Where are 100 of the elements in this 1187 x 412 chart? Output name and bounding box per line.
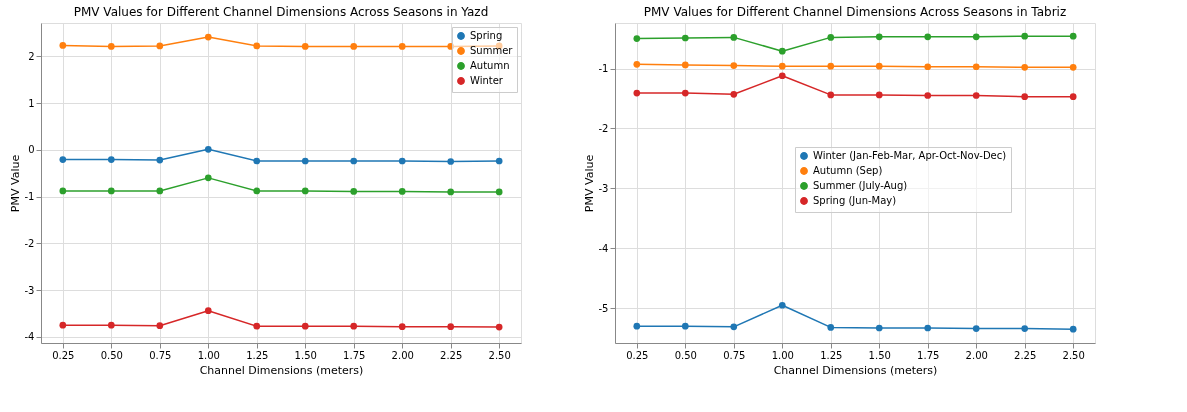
y-tick-label: 2 — [28, 50, 35, 62]
point — [253, 322, 261, 330]
x-axis-title: Channel Dimensions (meters) — [199, 363, 364, 377]
point — [398, 157, 406, 165]
chart-title: PMV Values for Different Channel Dimensions Across Seasons in Yazd — [73, 5, 489, 19]
y-tick-label: 0 — [28, 144, 35, 156]
point — [253, 187, 261, 195]
y-tick-label: -1 — [598, 63, 609, 75]
x-tick-label: 2.25 — [440, 349, 463, 361]
legend-label: Autumn — [470, 60, 510, 71]
point — [778, 301, 786, 309]
point — [107, 156, 115, 163]
y-axis-title: PMV Value — [8, 154, 22, 213]
point — [107, 187, 115, 195]
legend-label: Summer — [470, 45, 514, 56]
y-tick-label: -4 — [24, 331, 35, 343]
x-tick-label: 1.75 — [917, 349, 940, 361]
y-tick-label: 1 — [28, 97, 35, 109]
y-tick-label: -4 — [598, 242, 609, 254]
point — [972, 63, 980, 71]
x-tick-label: 1.25 — [820, 349, 843, 361]
x-tick-label: 0.75 — [723, 349, 746, 361]
point — [730, 62, 738, 69]
x-tick-label: 0.25 — [626, 349, 649, 361]
x-tick-label: 1.50 — [294, 349, 317, 361]
point — [1021, 64, 1029, 71]
point — [156, 322, 164, 330]
point — [633, 322, 641, 330]
x-tick-label: 1.25 — [246, 349, 269, 361]
y-tick-label: -5 — [598, 302, 609, 314]
x-tick-label: 1.00 — [771, 349, 794, 361]
point — [1069, 93, 1077, 101]
point — [156, 187, 164, 195]
x-tick-label: 2.50 — [488, 349, 511, 361]
point — [730, 34, 738, 41]
y-tick-label: -2 — [598, 122, 609, 134]
y-axis-title: PMV Value — [582, 154, 596, 213]
legend-label: Winter (Jan-Feb-Mar, Apr-Oct-Nov-Dec) — [813, 150, 1007, 161]
point — [447, 188, 455, 196]
legend-label: Spring — [470, 30, 503, 41]
x-tick-label: 1.00 — [197, 349, 220, 361]
point — [778, 47, 786, 55]
point — [350, 188, 358, 195]
point — [204, 145, 212, 153]
point — [972, 33, 980, 41]
point — [972, 325, 980, 332]
legend-label: Autumn (Sep) — [813, 165, 883, 176]
point — [447, 323, 455, 330]
point — [924, 92, 932, 99]
point — [875, 33, 883, 41]
point — [681, 322, 689, 330]
point — [681, 34, 689, 42]
point — [730, 90, 738, 98]
point — [107, 43, 115, 50]
point — [59, 321, 67, 329]
point — [924, 63, 932, 71]
point — [778, 62, 786, 70]
point — [301, 187, 309, 195]
point — [301, 157, 309, 165]
x-tick-label: 0.75 — [149, 349, 172, 361]
point — [924, 33, 932, 41]
y-tick-label: -3 — [598, 182, 609, 194]
legend-label: Winter — [470, 75, 504, 86]
point — [301, 43, 309, 50]
point — [398, 43, 406, 50]
point — [204, 307, 212, 315]
point — [204, 174, 212, 182]
point — [1069, 325, 1077, 333]
x-tick-label: 1.75 — [343, 349, 366, 361]
point — [924, 324, 932, 332]
x-tick-label: 2.25 — [1014, 349, 1037, 361]
point — [398, 323, 406, 330]
x-tick-label: 0.50 — [674, 349, 697, 361]
point — [495, 157, 503, 165]
point — [875, 324, 883, 332]
point — [350, 43, 358, 50]
point — [827, 324, 835, 331]
point — [875, 91, 883, 99]
point — [253, 42, 261, 50]
point — [59, 156, 67, 163]
x-tick-label: 1.50 — [868, 349, 891, 361]
point — [1069, 64, 1077, 71]
x-tick-label: 0.50 — [100, 349, 123, 361]
point — [350, 322, 358, 330]
point — [447, 158, 455, 165]
y-tick-label: -1 — [24, 191, 35, 203]
point — [827, 91, 835, 99]
point — [1021, 325, 1029, 332]
point — [495, 323, 503, 331]
point — [875, 62, 883, 70]
point — [253, 157, 261, 165]
point — [447, 43, 455, 50]
point — [778, 72, 786, 80]
point — [1069, 32, 1077, 40]
legend-label: Spring (Jun-May) — [813, 195, 897, 206]
point — [350, 157, 358, 165]
point — [633, 89, 641, 97]
point — [301, 322, 309, 330]
y-tick-label: -2 — [24, 237, 35, 249]
point — [59, 187, 67, 195]
